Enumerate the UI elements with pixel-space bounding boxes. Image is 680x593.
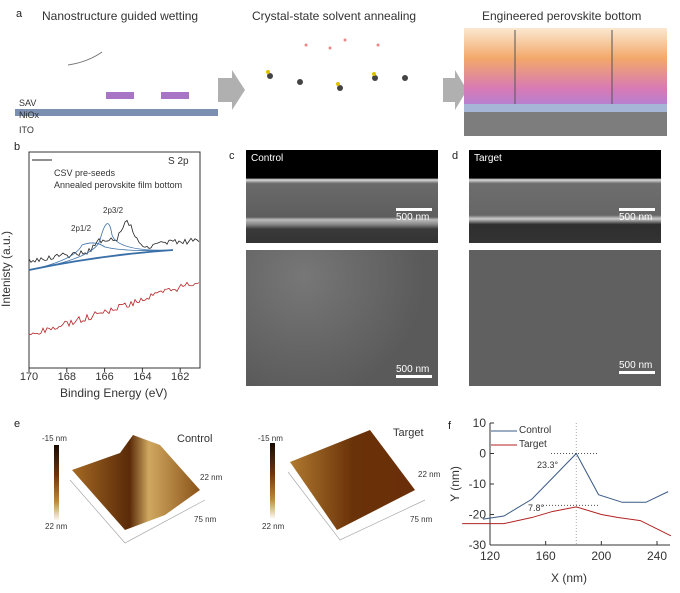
legend-control: Control [519, 425, 552, 436]
afm-images [54, 430, 426, 544]
peak-label: 2p3/2 [103, 206, 124, 215]
sav-block [106, 92, 134, 99]
z-scale: 22 nm [418, 470, 441, 479]
peak-label: 2p1/2 [71, 224, 92, 233]
xy-scale: 75 nm [410, 515, 433, 524]
cbar-top: -15 nm [42, 434, 67, 443]
x-tick-label: 166 [95, 371, 113, 383]
y-tick-label: -20 [469, 508, 487, 522]
cbar-bottom: 22 nm [45, 522, 68, 531]
title-a1: Nanostructure guided wetting [42, 9, 199, 23]
legend-annealed: Annealed perovskite film bottom [54, 180, 183, 190]
annealed-line [28, 281, 200, 335]
x-tick-label: 200 [591, 549, 611, 563]
xy-scale: 75 nm [194, 515, 217, 524]
scale-bar: 500 nm [619, 360, 655, 375]
panel-label-c: c [229, 150, 235, 162]
legend-target: Target [519, 439, 547, 450]
control-label: Control [251, 153, 284, 164]
panel-label-b: b [14, 141, 21, 153]
y-tick-label: 0 [479, 447, 486, 461]
fit-2p12 [29, 242, 174, 271]
sem-cross-section-control: Control 500 nm [246, 150, 438, 243]
target-label: Target [474, 153, 502, 164]
fit-2p32 [29, 223, 174, 271]
x-tick-label: 120 [480, 549, 500, 563]
angle-target: 7.8° [528, 503, 545, 513]
perovskite-layer [464, 28, 667, 104]
title-a2: Crystal-state solvent annealing [252, 9, 417, 23]
afm-surface-target [290, 430, 415, 530]
cbar-bottom: 22 nm [262, 522, 285, 531]
csv-preseeds-line [28, 219, 200, 263]
ito-label: ITO [19, 125, 34, 135]
sav-block [161, 92, 189, 99]
series-line-control [482, 452, 669, 520]
panel-label-d: d [452, 150, 459, 162]
title-a3: Engineered perovskite bottom [482, 9, 642, 23]
nio-label: NiOx [19, 110, 39, 120]
panel-label-a: a [16, 8, 23, 20]
sem-top-view-control: 500 nm [246, 250, 438, 386]
scale-bar: 500 nm [396, 208, 432, 223]
angle-control: 23.3° [537, 460, 559, 470]
b-xlabel: Binding Energy (eV) [60, 386, 168, 400]
panel-label-f: f [448, 420, 452, 432]
y-tick-label: -10 [469, 477, 487, 491]
scale-bar: 500 nm [396, 364, 432, 379]
droplet-curve [67, 51, 103, 66]
x-tick-label: 170 [20, 371, 38, 383]
x-tick-label: 168 [58, 371, 76, 383]
x-tick-label: 240 [647, 549, 667, 563]
arrow-icon [443, 70, 467, 110]
arrow-icon [218, 70, 245, 110]
series-line-target [462, 506, 672, 537]
x-tick-label: 160 [536, 549, 556, 563]
x-tick-label: 162 [171, 371, 189, 383]
y-tick-label: 10 [473, 416, 487, 430]
f-xlabel: X (nm) [551, 571, 587, 585]
sem-cross-section-target: Target 500 nm [469, 150, 661, 243]
afm-surface-control [72, 435, 200, 530]
colorbar [270, 443, 275, 518]
sav-label: SAV [19, 98, 37, 108]
f-ylabel: Y (nm) [447, 466, 462, 502]
afm-control-label: Control [177, 433, 213, 445]
nio-layer [15, 109, 218, 116]
b-title: S 2p [168, 156, 189, 167]
scale-bar: 500 nm [619, 208, 655, 223]
colorbar [54, 445, 59, 520]
afm-target-label: Target [393, 427, 424, 439]
schematic-a [15, 28, 667, 136]
legend-csv: CSV pre-seeds [54, 168, 116, 178]
xps-chart: 170 168 166 164 162 [20, 151, 201, 383]
molecules-icon [266, 38, 408, 91]
sem-top-view-target: 500 nm [469, 250, 661, 386]
y-tick-label: -30 [469, 538, 487, 552]
panel-label-e: e [14, 418, 21, 430]
x-tick-label: 164 [133, 371, 151, 383]
cbar-top: -15 nm [258, 434, 283, 443]
z-scale: 22 nm [200, 473, 223, 482]
plot-frame [28, 151, 201, 369]
